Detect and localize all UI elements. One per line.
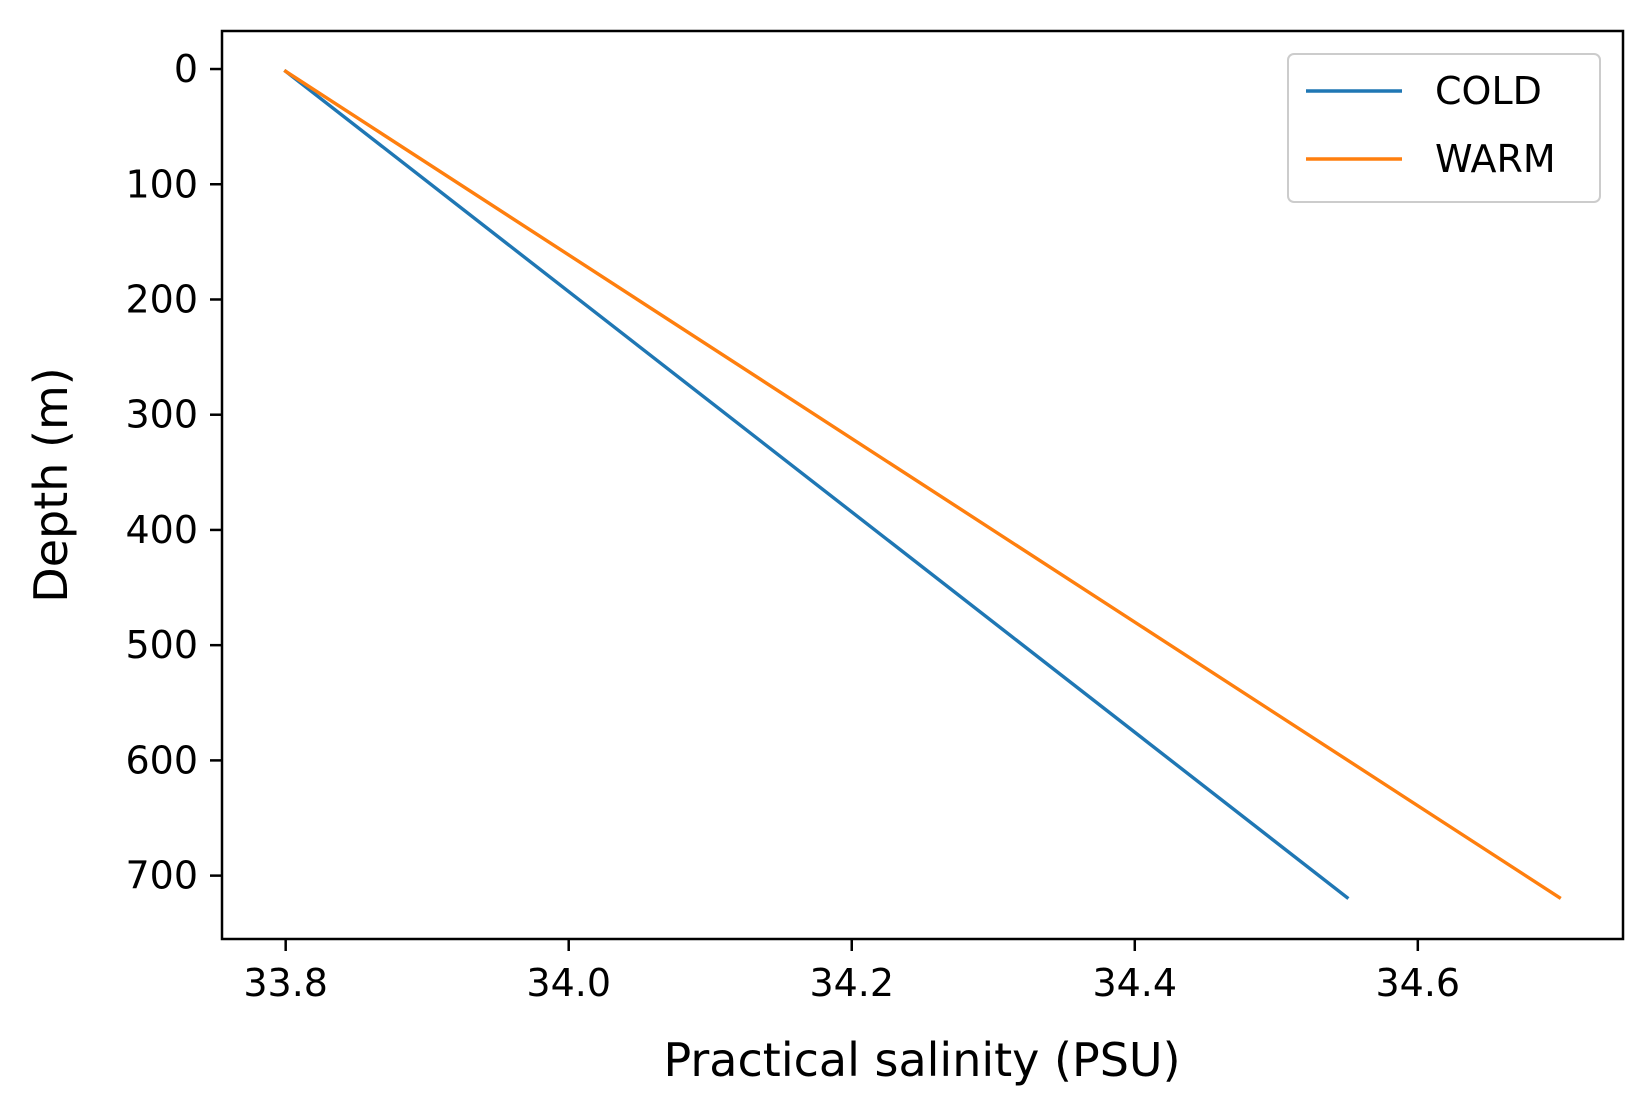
x-tick-label: 34.4 [1092,961,1177,1005]
y-tick-label: 600 [125,738,198,782]
x-tick-label: 34.6 [1375,961,1460,1005]
x-tick-label: 34.0 [526,961,611,1005]
legend: COLD WARM [1287,53,1601,203]
legend-label-cold: COLD [1435,69,1542,113]
y-tick-label: 300 [125,393,198,437]
plot-frame [220,29,1625,941]
series-line-warm [283,68,1562,900]
legend-label-warm: WARM [1435,137,1556,181]
y-tick-label: 100 [125,162,198,206]
y-axis-label: Depth (m) [24,367,78,602]
y-tick-label: 500 [125,623,198,667]
y-tick-label: 0 [174,47,198,91]
x-axis-label: Practical salinity (PSU) [663,1033,1180,1087]
series-line-cold [283,68,1350,900]
x-tick-label: 33.8 [243,961,328,1005]
y-tick-label: 700 [125,854,198,898]
x-tick-label: 34.2 [809,961,894,1005]
series-layer [283,68,1562,900]
y-axis: 0 100 200 300 400 500 600 700 [125,47,222,898]
y-tick-label: 200 [125,277,198,321]
x-axis: 33.8 34.0 34.2 34.4 34.6 [243,939,1460,1005]
y-tick-label: 400 [125,508,198,552]
legend-items: COLD WARM [1306,69,1556,181]
